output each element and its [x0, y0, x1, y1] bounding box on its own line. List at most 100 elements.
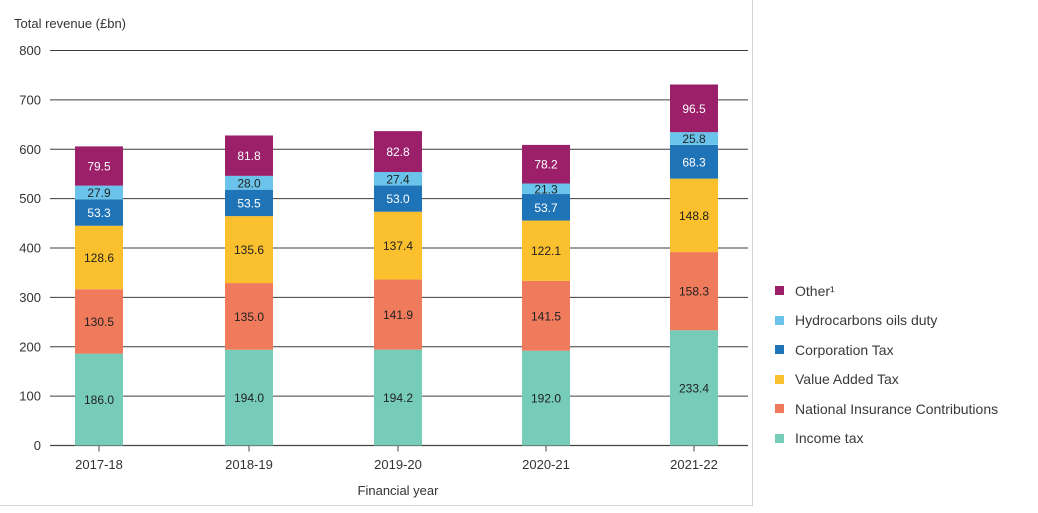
x-axis-ticks: 2017-18 2018-19 2019-20 2020-21 2021-22: [75, 445, 718, 472]
data-label: 96.5: [682, 102, 706, 116]
y-tick-label: 700: [19, 92, 41, 107]
legend-swatch: [775, 374, 784, 384]
data-label: 194.2: [383, 391, 413, 405]
bar-segment: [225, 283, 273, 350]
bar-segment: [225, 175, 273, 190]
legend-label: Income tax: [795, 430, 864, 447]
legend-swatch: [775, 404, 784, 414]
legend-item: Other¹: [775, 276, 1035, 306]
bar-segment: [522, 220, 570, 281]
y-tick-label: 800: [19, 43, 41, 58]
y-tick-label: 200: [19, 339, 41, 354]
bar-segment: [374, 185, 422, 212]
data-label: 21.3: [534, 182, 558, 196]
data-label: 78.2: [534, 158, 558, 172]
data-label: 53.5: [237, 196, 261, 210]
data-label: 135.0: [234, 310, 264, 324]
legend-label: Hydrocarbons oils duty: [795, 312, 938, 329]
gridlines: 0 100 200 300 400 500 600 700 800: [19, 43, 748, 453]
legend-label: Corporation Tax: [795, 341, 894, 358]
bar-segment: [374, 211, 422, 280]
bar-segment: [522, 350, 570, 446]
data-label: 128.6: [84, 251, 114, 265]
x-tick-label: 2017-18: [75, 457, 123, 472]
bar-segment: [374, 172, 422, 186]
y-tick-label: 500: [19, 191, 41, 206]
bar-segment: [374, 131, 422, 173]
data-label: 148.8: [679, 209, 709, 223]
bar-segment: [670, 84, 718, 133]
legend-swatch: [775, 286, 784, 296]
legend-label: Other¹: [795, 282, 835, 299]
data-label: 122.1: [531, 244, 561, 258]
x-tick-label: 2018-19: [225, 457, 273, 472]
bar-segment: [374, 349, 422, 446]
data-label: 194.0: [234, 391, 264, 405]
panel-bottom-border: [0, 505, 753, 506]
x-tick-label: 2019-20: [374, 457, 422, 472]
bar-segment: [225, 216, 273, 284]
legend-swatch: [775, 433, 784, 443]
data-label: 53.3: [87, 206, 111, 220]
bar-segment: [225, 349, 273, 446]
bar-segment: [225, 135, 273, 176]
legend-swatch: [775, 315, 784, 325]
legend-label: National Insurance Contributions: [795, 400, 999, 417]
data-label: 137.4: [383, 239, 413, 253]
bar-segment: [225, 189, 273, 217]
x-tick-label: 2021-22: [670, 457, 718, 472]
legend-label: Value Added Tax: [795, 371, 899, 388]
data-label: 158.3: [679, 285, 709, 299]
data-label: 141.9: [383, 308, 413, 322]
data-label: 53.0: [386, 192, 410, 206]
bar-segment: [75, 185, 123, 200]
bar-segment: [374, 279, 422, 350]
panel-right-border: [752, 0, 753, 505]
bar-segment: [75, 199, 123, 226]
bar-segment: [522, 280, 570, 351]
data-label: 27.4: [386, 172, 410, 186]
data-label: 81.8: [237, 149, 261, 163]
data-label: 25.8: [682, 132, 706, 146]
bar-segment: [75, 146, 123, 186]
legend-item: Corporation Tax: [775, 335, 1035, 365]
bar-segment: [522, 144, 570, 184]
bar-segment: [670, 132, 718, 145]
bar-segment: [670, 252, 718, 331]
y-tick-label: 100: [19, 389, 41, 404]
data-label: 68.3: [682, 155, 706, 169]
bar-segment: [75, 353, 123, 446]
bar-segment: [522, 194, 570, 221]
data-label: 192.0: [531, 392, 561, 406]
bar-segment: [522, 183, 570, 195]
data-label: 53.7: [534, 201, 558, 215]
data-label: 130.5: [84, 315, 114, 329]
data-label: 233.4: [679, 381, 709, 395]
bar-segment: [75, 225, 123, 290]
legend-item: Value Added Tax: [775, 365, 1035, 395]
bar-segment: [670, 330, 718, 446]
chart-legend: Other¹ Hydrocarbons oils duty Corporation …: [775, 276, 1035, 453]
data-label: 28.0: [237, 176, 261, 190]
legend-item: National Insurance Contributions: [775, 394, 1035, 424]
data-label: 141.5: [531, 309, 561, 323]
x-axis-title: Financial year: [358, 483, 440, 498]
y-axis-title: Total revenue (£bn): [14, 16, 126, 31]
data-label: 79.5: [87, 160, 111, 174]
bar-segment: [670, 144, 718, 179]
x-tick-label: 2020-21: [522, 457, 570, 472]
legend-swatch: [775, 345, 784, 355]
data-label: 82.8: [386, 145, 410, 159]
bar-segment: [75, 289, 123, 354]
y-tick-label: 0: [34, 438, 41, 453]
y-tick-label: 300: [19, 290, 41, 305]
bar-segment: [670, 178, 718, 253]
legend-item: Income tax: [775, 424, 1035, 454]
data-label: 186.0: [84, 393, 114, 407]
legend-item: Hydrocarbons oils duty: [775, 306, 1035, 336]
data-label: 135.6: [234, 243, 264, 257]
y-tick-label: 400: [19, 241, 41, 256]
bars: 186.0 130.5 128.6 53.3 27.9 79.5 194.0 135.0 135…: [75, 84, 718, 446]
data-label: 27.9: [87, 186, 111, 200]
